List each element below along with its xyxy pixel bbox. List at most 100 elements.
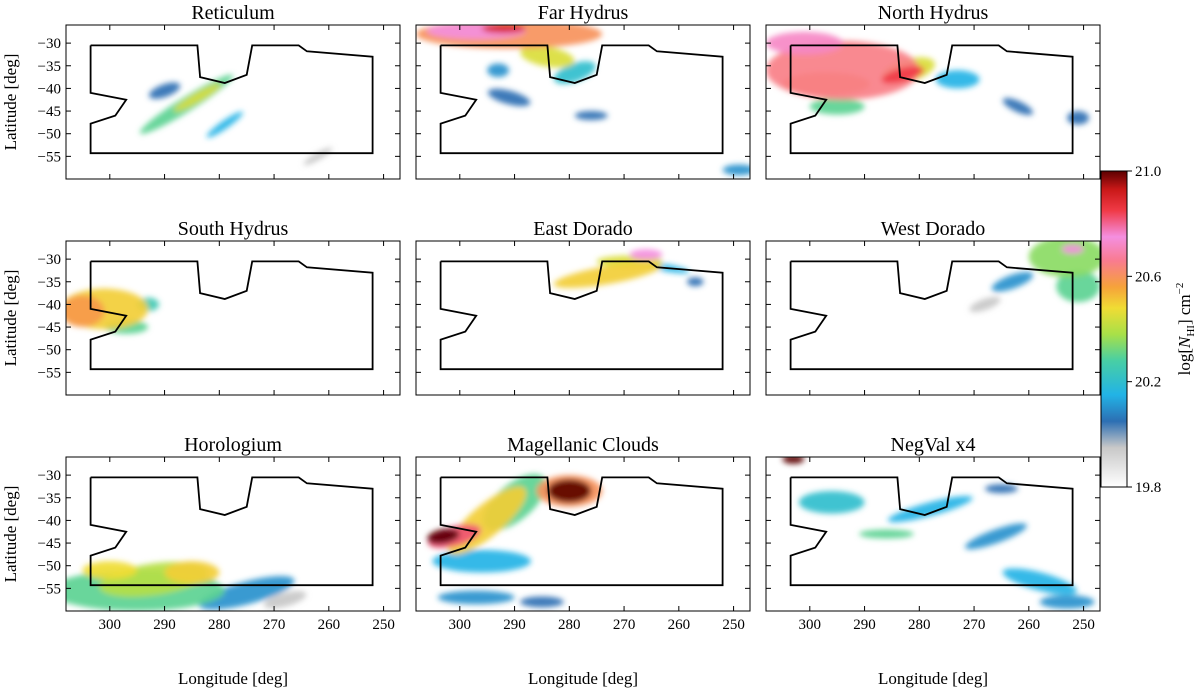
hi-emission [766,31,1090,125]
survey-footprint [439,476,724,587]
y-tick-label: −55 [38,581,61,597]
plot-background [66,25,400,179]
panel-negval-x4: 300 290 280 270 260 250 NegVal x4 Longitude [de… [765,434,1101,688]
x-axis-label: Longitude [deg] [178,669,288,688]
emission-blob [553,261,662,289]
colorbar: 21.0 20.6 20.2 19.8 log[NHI] cm−2 [1100,164,1197,496]
hi-emission [416,25,750,176]
x-tick-label: 260 [318,617,341,633]
panel-title: East Dorado [533,218,632,240]
x-tick-label: 270 [613,617,636,633]
panel-west-dorado: West Dorado [765,218,1101,396]
colorbar-label: log[NHI] cm−2 [1174,283,1197,376]
survey-footprint [789,476,1074,587]
emission-blob [66,295,105,328]
y-tick-label: −35 [38,275,61,291]
survey-footprint [89,44,374,155]
x-tick-label: 300 [99,617,122,633]
survey-footprint [439,44,724,155]
y-axis-label: Latitude [deg] [1,54,20,151]
x-tick-label: 300 [799,617,822,633]
y-tick-label: −30 [38,468,61,484]
hi-emission [66,288,160,334]
emission-blob [82,561,138,580]
y-axis-label: Latitude [deg] [1,486,20,583]
survey-footprint [89,260,374,371]
y-tick-label: −50 [38,559,61,575]
panel-reticulum: −30 −35 −40 −45 −50 −55 Reticulum Latitude [deg… [1,2,401,180]
x-tick-label: 260 [1018,617,1041,633]
emission-blob [303,147,333,166]
axes-frame [415,456,751,612]
emission-blob [887,495,973,523]
emission-blob [263,591,307,609]
axes-frame [765,240,1101,396]
y-tick-label: −40 [38,513,61,529]
x-tick-label: 280 [558,617,581,633]
axes-frame [765,24,1101,180]
panel-title: North Hydrus [878,2,989,24]
x-tick-label: 260 [668,617,691,633]
emission-blob [487,88,531,107]
y-tick-label: −55 [38,365,61,381]
plot-background [416,25,750,179]
hi-emission [782,457,1095,609]
survey-footprint [89,476,374,587]
x-tick-label: 250 [372,617,395,633]
x-tick-label: 250 [722,617,745,633]
emission-blob [487,63,510,78]
x-axis-label: Longitude [deg] [878,669,988,688]
emission-blob [148,82,181,99]
emission-blob [798,490,865,514]
emission-blob [985,484,1018,494]
x-tick-label: 280 [208,617,231,633]
emission-blob [991,271,1034,292]
axes-frame [765,456,1101,612]
x-axis-label: Longitude [deg] [528,669,638,688]
y-tick-label: −45 [38,320,61,336]
axes-frame [415,24,751,180]
emission-blob [1002,568,1077,595]
emission-blob [574,111,608,121]
y-tick-label: −35 [38,59,61,75]
emission-blob [1002,98,1033,116]
y-tick-label: −50 [38,127,61,143]
panel-far-hydrus: Far Hydrus [415,2,751,180]
y-tick-label: −45 [38,536,61,552]
colorbar-bar [1100,170,1128,488]
colorbar-tick-label: 19.8 [1135,480,1161,496]
emission-blob [1067,111,1090,125]
emission-blob [437,590,515,605]
colorbar-label-label-sub: HI [1185,325,1197,337]
y-tick-label: −50 [38,343,61,359]
emission-blob [1039,595,1095,609]
y-tick-label: −40 [38,297,61,313]
y-axis-label: Latitude [deg] [1,270,20,367]
emission-blob [935,70,980,89]
x-tick-label: 290 [503,617,526,633]
panel-title: Reticulum [191,2,275,24]
hi-emission [139,74,333,166]
survey-footprint [789,260,1074,371]
axes-frame [65,240,401,396]
colorbar-label-label-suffix: ] cm [1175,294,1194,325]
x-tick-label: 290 [853,617,876,633]
panel-title: South Hydrus [178,218,289,240]
emission-blob [1061,244,1084,254]
colorbar-label-label-n: N [1175,335,1194,349]
x-tick-label: 290 [153,617,176,633]
emission-blob [766,31,843,55]
x-tick-label: 280 [908,617,931,633]
emission-blob [782,457,805,464]
panel-south-hydrus: −30 −35 −40 −45 −50 −55 South Hydrus Latitude [… [1,218,401,396]
y-tick-label: −40 [38,81,61,97]
emission-blob [1056,270,1100,303]
emission-blob [173,83,222,112]
emission-blob [859,529,914,539]
x-tick-label: 270 [263,617,286,633]
colorbar-tick-label: 20.6 [1135,269,1162,285]
panel-horologium: 300 290 280 270 260 250 −30 −35 −40 −45 −50 −55 Horo… [1,434,401,688]
emission-blob [432,549,531,573]
